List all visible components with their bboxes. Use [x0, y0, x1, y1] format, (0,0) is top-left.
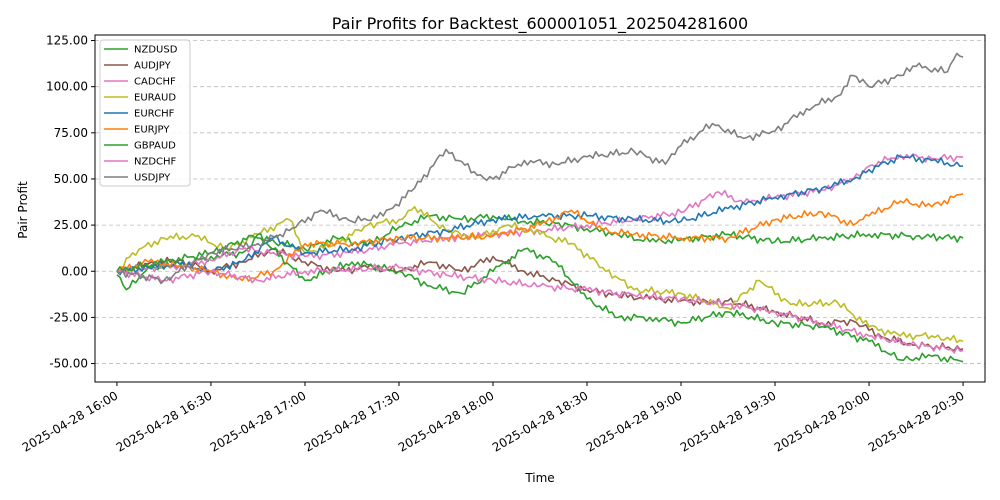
y-axis-label: Pair Profit — [16, 181, 30, 239]
y-tick-label: -50.00 — [49, 357, 88, 371]
y-tick-label: 100.00 — [46, 80, 88, 94]
y-tick-label: 125.00 — [46, 34, 88, 48]
series-line-eurchf — [116, 154, 964, 276]
legend-label: AUDJPY — [134, 61, 172, 72]
series-lines — [116, 52, 964, 363]
plot-frame — [94, 34, 986, 383]
chart-title: Pair Profits for Backtest_600001051_2025… — [332, 14, 748, 34]
x-axis-label: Time — [524, 471, 554, 485]
y-tick-label: 0.00 — [61, 264, 88, 278]
legend-label: CADCHF — [134, 77, 176, 88]
legend-label: GBPAUD — [134, 141, 176, 152]
legend-label: EURCHF — [134, 109, 175, 120]
series-line-gbpaud — [116, 233, 964, 363]
series-line-usdjpy — [116, 52, 964, 285]
y-tick-label: 50.00 — [54, 172, 88, 186]
legend-box — [99, 39, 191, 187]
y-tick-label: -25.00 — [49, 310, 88, 324]
y-axis-ticks: -50.00 -25.00 0.00 25.00 50.00 75.00 100.00 125… — [46, 34, 95, 371]
legend-label: NZDUSD — [134, 45, 178, 56]
series-line-eurjpy — [116, 192, 964, 282]
legend-label: NZDCHF — [134, 157, 177, 168]
legend-label: EURAUD — [134, 93, 176, 104]
series-line-nzdchf — [116, 263, 964, 354]
y-tick-label: 75.00 — [54, 126, 88, 140]
y-tick-label: 25.00 — [54, 218, 88, 232]
legend: NZDUSD AUDJPY CADCHF EURAUD EURCHF EURJPY GBPA… — [99, 39, 191, 187]
legend-label: EURJPY — [134, 125, 170, 136]
legend-label: USDJPY — [134, 173, 171, 184]
series-line-nzdusd — [116, 213, 964, 291]
